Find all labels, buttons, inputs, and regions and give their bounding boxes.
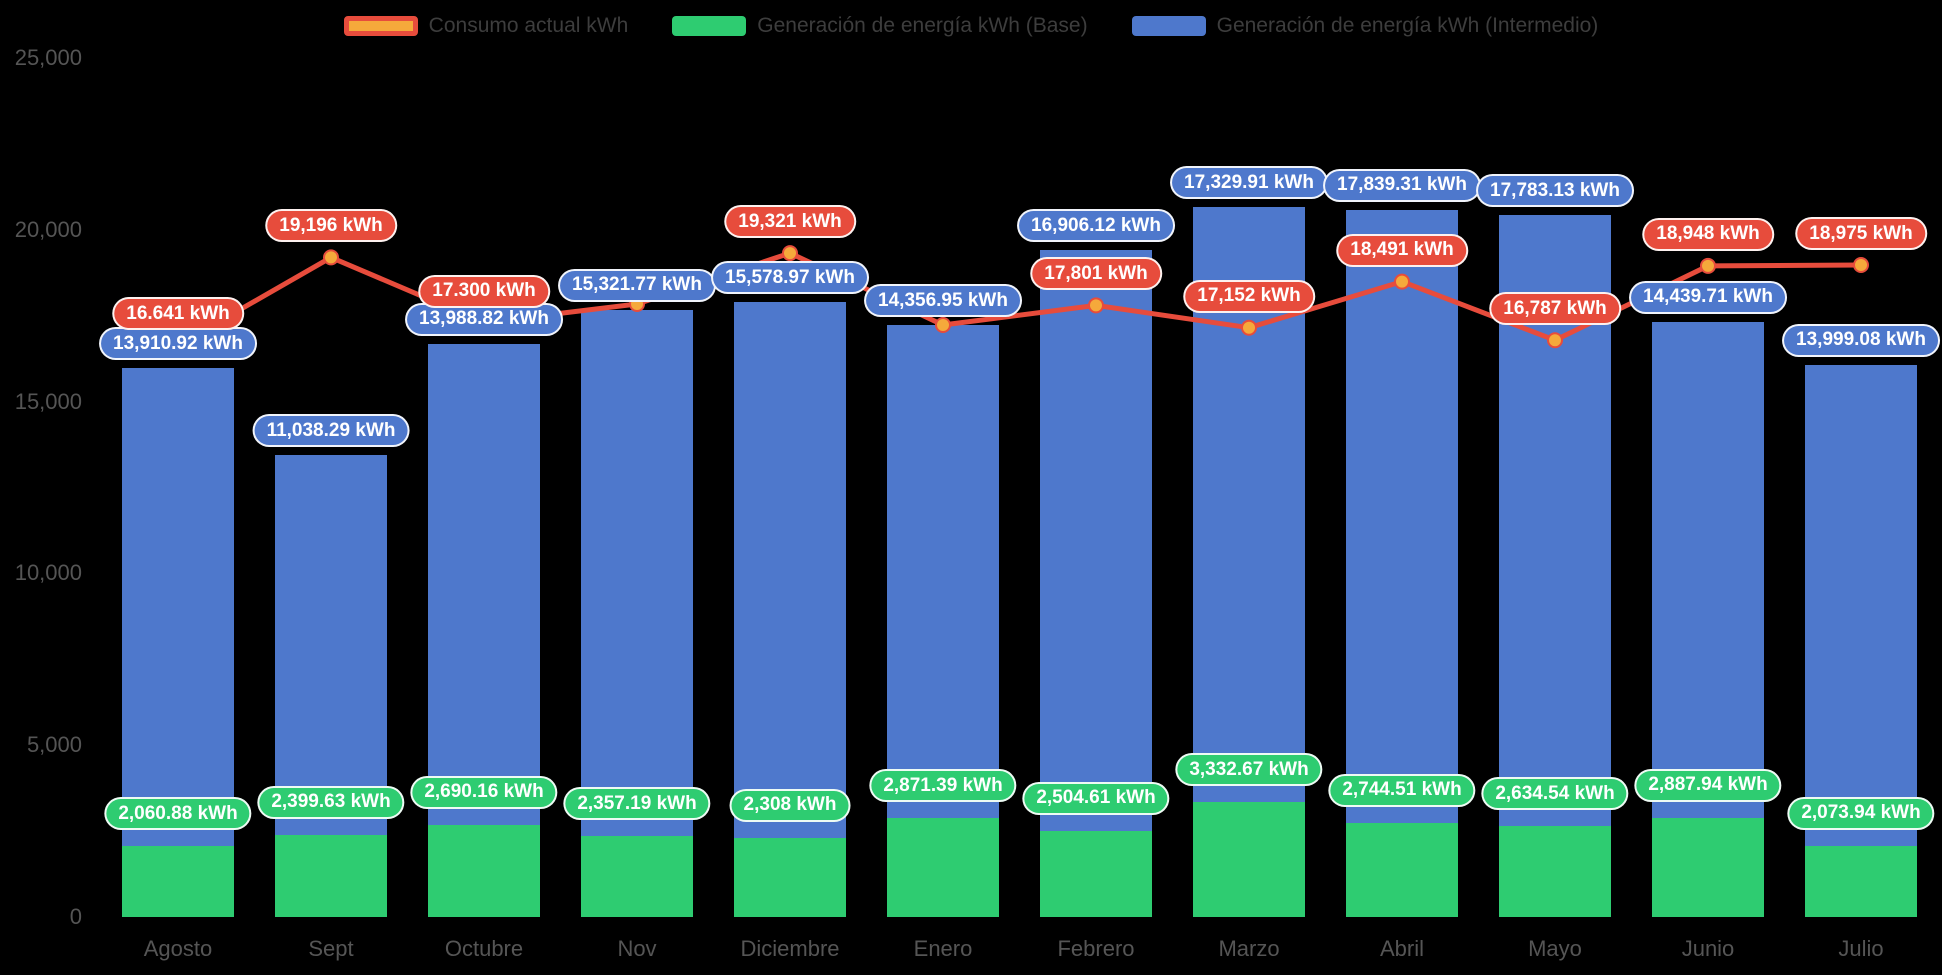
label-base: 2,060.88 kWh xyxy=(104,797,252,831)
legend-item-base[interactable]: Generación de energía kWh (Base) xyxy=(672,14,1088,38)
label-base: 3,332.67 kWh xyxy=(1175,753,1323,787)
label-base: 2,887.94 kWh xyxy=(1634,768,1782,802)
bar-intermedio-segment xyxy=(581,309,693,836)
bar-intermedio-segment xyxy=(275,455,387,835)
y-axis-tick: 5,000 xyxy=(26,732,82,758)
legend-item-intermedio[interactable]: Generación de energía kWh (Intermedio) xyxy=(1131,14,1599,38)
label-consumo: 17,152 kWh xyxy=(1183,279,1315,313)
legend-swatch-intermedio-icon xyxy=(1131,16,1206,36)
bar-base-segment xyxy=(1805,845,1917,917)
legend-label-intermedio: Generación de energía kWh (Intermedio) xyxy=(1216,14,1599,37)
bar-base-segment xyxy=(581,836,693,917)
consumo-marker xyxy=(1394,273,1410,290)
bar-base-segment xyxy=(1193,802,1305,917)
legend: Consumo actual kWh Generación de energía… xyxy=(0,14,1942,38)
label-consumo: 16,787 kWh xyxy=(1489,292,1621,326)
label-base: 2,871.39 kWh xyxy=(869,769,1017,803)
label-intermedio: 14,356.95 kWh xyxy=(864,284,1022,318)
consumo-marker xyxy=(1700,257,1716,274)
bar-intermedio-segment xyxy=(1346,209,1458,823)
label-consumo: 17,801 kWh xyxy=(1030,257,1162,291)
y-axis-tick: 0 xyxy=(69,904,82,929)
x-axis-label: Sept xyxy=(308,936,354,961)
label-base: 2,399.63 kWh xyxy=(257,785,405,819)
label-intermedio: 14,439.71 kWh xyxy=(1629,280,1787,314)
x-axis-label: Febrero xyxy=(1057,936,1135,961)
label-intermedio: 16,906.12 kWh xyxy=(1017,209,1175,243)
label-base: 2,357.19 kWh xyxy=(563,787,711,820)
label-intermedio: 13,910.92 kWh xyxy=(99,327,257,361)
legend-label-consumo: Consumo actual kWh xyxy=(428,14,629,37)
x-axis-label: Diciembre xyxy=(740,936,840,961)
consumo-marker xyxy=(1547,332,1563,349)
y-axis-tick: 25,000 xyxy=(14,45,82,70)
label-consumo: 16.641 kWh xyxy=(112,297,244,331)
x-axis-label: Abril xyxy=(1379,936,1424,961)
label-consumo: 18,975 kWh xyxy=(1795,217,1927,251)
bar-intermedio-segment xyxy=(887,325,999,819)
label-base: 2,744.51 kWh xyxy=(1328,773,1476,807)
label-consumo: 19,321 kWh xyxy=(724,205,856,239)
x-axis-label: Enero xyxy=(913,936,973,961)
bar-base-segment xyxy=(122,846,234,917)
x-axis-label: Mayo xyxy=(1528,936,1582,961)
consumo-marker xyxy=(323,249,339,266)
label-consumo: 18,491 kWh xyxy=(1336,233,1468,267)
legend-swatch-base-icon xyxy=(672,16,747,36)
bar-base-segment xyxy=(428,824,540,917)
label-intermedio: 17,329.91 kWh xyxy=(1170,166,1328,200)
consumo-marker xyxy=(1241,319,1257,336)
bar-intermedio-segment xyxy=(1805,364,1917,846)
bar-base-segment xyxy=(734,837,846,917)
legend-item-consumo[interactable]: Consumo actual kWh xyxy=(343,14,629,38)
bar-intermedio-segment xyxy=(1040,250,1152,831)
x-axis-label: Nov xyxy=(617,936,657,961)
bar-base-segment xyxy=(1652,817,1764,917)
label-consumo: 19,196 kWh xyxy=(265,209,397,243)
bar-base-segment xyxy=(887,818,999,917)
x-axis-label: Julio xyxy=(1838,936,1884,961)
consumo-marker xyxy=(1088,297,1104,314)
y-axis-tick: 15,000 xyxy=(14,388,82,414)
x-axis-label: Junio xyxy=(1681,936,1735,961)
y-axis-tick: 10,000 xyxy=(14,560,82,586)
x-axis-label: Marzo xyxy=(1218,936,1280,961)
label-base: 2,634.54 kWh xyxy=(1481,777,1629,811)
label-intermedio: 11,038.29 kWh xyxy=(252,414,410,448)
label-intermedio: 15,578.97 kWh xyxy=(711,261,869,295)
consumo-marker xyxy=(782,245,798,262)
bar-base-segment xyxy=(275,834,387,917)
label-intermedio: 13,999.08 kWh xyxy=(1782,323,1940,357)
label-base: 2,690.16 kWh xyxy=(410,775,558,809)
label-base: 2,308 kWh xyxy=(729,788,851,822)
label-intermedio: 17,783.13 kWh xyxy=(1476,174,1634,208)
bar-intermedio-segment xyxy=(1652,321,1764,818)
label-base: 2,504.61 kWh xyxy=(1022,781,1170,815)
bar-intermedio-segment xyxy=(734,302,846,838)
bar-base-segment xyxy=(1346,822,1458,917)
label-consumo: 17.300 kWh xyxy=(418,274,550,308)
bar-base-segment xyxy=(1499,826,1611,917)
bar-base-segment xyxy=(1040,830,1152,917)
x-axis-label: Octubre xyxy=(444,936,524,961)
label-intermedio: 13,988.82 kWh xyxy=(405,302,563,336)
consumo-marker xyxy=(1853,257,1869,273)
x-axis-label: Agosto xyxy=(143,936,213,961)
legend-label-base: Generación de energía kWh (Base) xyxy=(757,14,1088,37)
label-consumo: 18,948 kWh xyxy=(1642,217,1774,251)
label-intermedio: 15,321.77 kWh xyxy=(558,268,716,302)
consumo-marker xyxy=(935,317,951,333)
label-base: 2,073.94 kWh xyxy=(1787,796,1935,830)
bar-intermedio-segment xyxy=(428,343,540,825)
label-intermedio: 17,839.31 kWh xyxy=(1323,168,1481,202)
y-axis-tick: 20,000 xyxy=(14,216,82,242)
bar-intermedio-segment xyxy=(122,368,234,847)
legend-swatch-consumo-icon xyxy=(343,16,418,36)
